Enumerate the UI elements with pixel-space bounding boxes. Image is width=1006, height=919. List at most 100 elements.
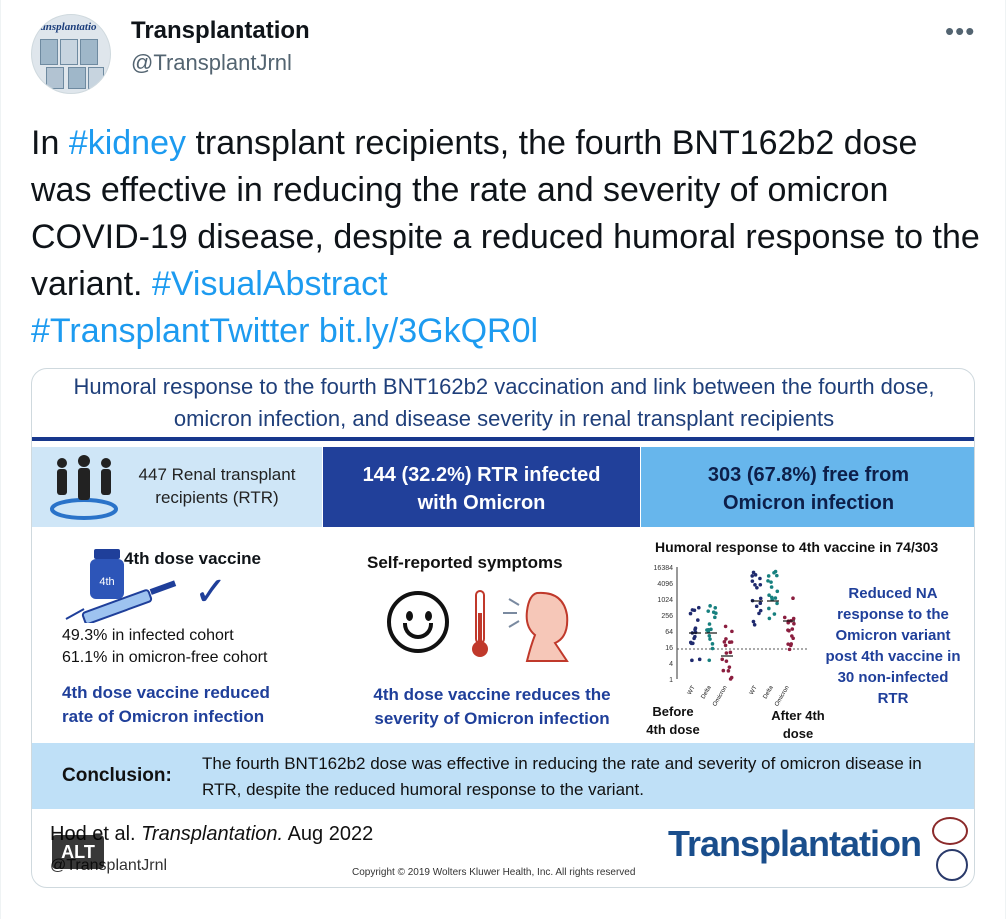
data-point <box>772 612 777 616</box>
smiley-face-icon <box>387 591 449 653</box>
checkmark-icon: ✓ <box>194 570 228 614</box>
coughing-person-icon <box>503 591 569 662</box>
na-response-text: Reduced NA response to the Omicron varia… <box>825 585 961 707</box>
data-point <box>723 643 728 648</box>
data-point <box>691 641 695 646</box>
data-point <box>708 604 712 608</box>
smiley-eye <box>406 611 413 621</box>
avatar-cover-thumbnail <box>40 39 58 65</box>
tweet-media-visual-abstract[interactable]: Humoral response to the fourth BNT162b2 … <box>31 368 975 888</box>
society-seal-icon <box>936 849 968 881</box>
x-category-label: WT <box>749 685 759 696</box>
data-point <box>755 585 759 590</box>
title-divider <box>32 437 974 441</box>
copyright-notice: Copyright © 2019 Wolters Kluwer Health, … <box>352 867 636 878</box>
author-avatar[interactable]: ransplantatio <box>31 14 111 94</box>
smiley-mouth <box>403 623 433 639</box>
data-point <box>786 628 790 632</box>
author-handle[interactable]: @TransplantJrnl <box>131 50 292 75</box>
data-point <box>724 651 729 655</box>
data-point <box>707 634 712 638</box>
hashtag-visualabstract-link[interactable]: #VisualAbstract <box>151 265 388 303</box>
data-point <box>705 628 709 632</box>
hashtag-transplanttwitter-link[interactable]: #TransplantTwitter <box>31 312 310 350</box>
infected-line-2: with Omicron <box>417 492 546 514</box>
free-line-1: 303 (67.8%) free from <box>707 464 910 486</box>
population-box: 447 Renal transplant recipients (RTR) <box>32 447 322 527</box>
thermometer-icon <box>472 590 488 657</box>
conclusion-banner: Conclusion: The fourth BNT162b2 dose was… <box>32 743 974 809</box>
data-point <box>767 606 771 611</box>
data-point <box>769 595 774 600</box>
data-point <box>789 642 794 646</box>
abstract-title: Humoral response to the fourth BNT162b2 … <box>73 374 935 431</box>
infected-text: 144 (32.2%) RTR infected with Omicron <box>323 461 640 517</box>
data-point <box>693 626 698 630</box>
smiley-eye <box>425 611 432 621</box>
data-point <box>721 668 726 673</box>
data-point <box>713 605 718 610</box>
avatar-cover-thumbnail <box>60 39 78 65</box>
vial-label: 4th <box>99 576 114 588</box>
tweet-text-prefix: In <box>31 124 69 162</box>
data-point <box>720 657 725 662</box>
data-point <box>752 622 757 627</box>
data-point <box>707 622 712 626</box>
data-point <box>696 605 701 610</box>
data-point <box>787 647 792 652</box>
data-point <box>769 580 773 584</box>
data-point <box>722 640 727 644</box>
data-point <box>724 637 728 641</box>
data-point <box>751 570 756 575</box>
free-cohort-percent: 61.1% in omicron-free cohort <box>62 649 268 666</box>
people-group-icon <box>50 455 118 520</box>
data-point <box>750 574 755 578</box>
data-point <box>758 608 763 613</box>
y-tick-label: 16 <box>665 645 673 652</box>
data-point <box>773 596 778 600</box>
author-name[interactable]: Transplantation <box>131 17 310 44</box>
alt-text-badge[interactable]: ALT <box>52 835 104 869</box>
data-point <box>790 634 794 638</box>
data-point <box>782 615 787 620</box>
y-tick-label: 1 <box>669 677 673 684</box>
data-point <box>758 576 762 581</box>
citation-journal: Transplantation. <box>141 823 284 845</box>
x-category-label: WT <box>687 685 697 696</box>
y-tick-label: 1024 <box>657 597 673 604</box>
data-point <box>767 593 771 598</box>
data-point <box>710 646 715 651</box>
tweet-text-body: transplant recipients, the fourth BNT162… <box>31 124 980 303</box>
data-point <box>713 615 717 620</box>
data-point <box>692 608 697 613</box>
data-point <box>710 642 715 646</box>
conclusion-label: Conclusion: <box>62 765 172 786</box>
before-dose-label: Before 4th dose <box>646 704 700 737</box>
data-point <box>758 596 763 601</box>
data-point <box>729 640 734 644</box>
data-point <box>727 665 732 669</box>
y-tick-label: 16384 <box>654 565 674 572</box>
data-point <box>791 616 796 621</box>
data-point <box>791 596 795 601</box>
y-tick-label: 256 <box>661 613 673 620</box>
data-point <box>757 611 761 616</box>
data-point <box>790 627 795 631</box>
vaccine-column: 4th 4th dose vaccine ✓ 49.3% in infected… <box>32 531 332 739</box>
avatar-cover-thumbnail <box>46 67 64 89</box>
hashtag-kidney-link[interactable]: #kidney <box>68 124 187 162</box>
data-point <box>728 677 733 681</box>
y-tick-label: 4 <box>669 661 673 668</box>
severity-conclusion: 4th dose vaccine reduces the severity of… <box>373 685 611 728</box>
more-horizontal-icon[interactable]: ••• <box>945 16 976 46</box>
avatar-logo-text: ransplantatio <box>36 21 97 33</box>
shortened-url-link[interactable]: bit.ly/3GkQR0l <box>318 312 539 350</box>
data-point <box>772 570 776 575</box>
avatar-cover-thumbnail <box>88 67 104 89</box>
citation: Hod et al. Transplantation. Aug 2022 <box>50 823 373 846</box>
free-text: 303 (67.8%) free from Omicron infection <box>641 461 974 517</box>
data-point <box>750 579 755 583</box>
after-dose-label: After 4th dose <box>771 708 825 741</box>
